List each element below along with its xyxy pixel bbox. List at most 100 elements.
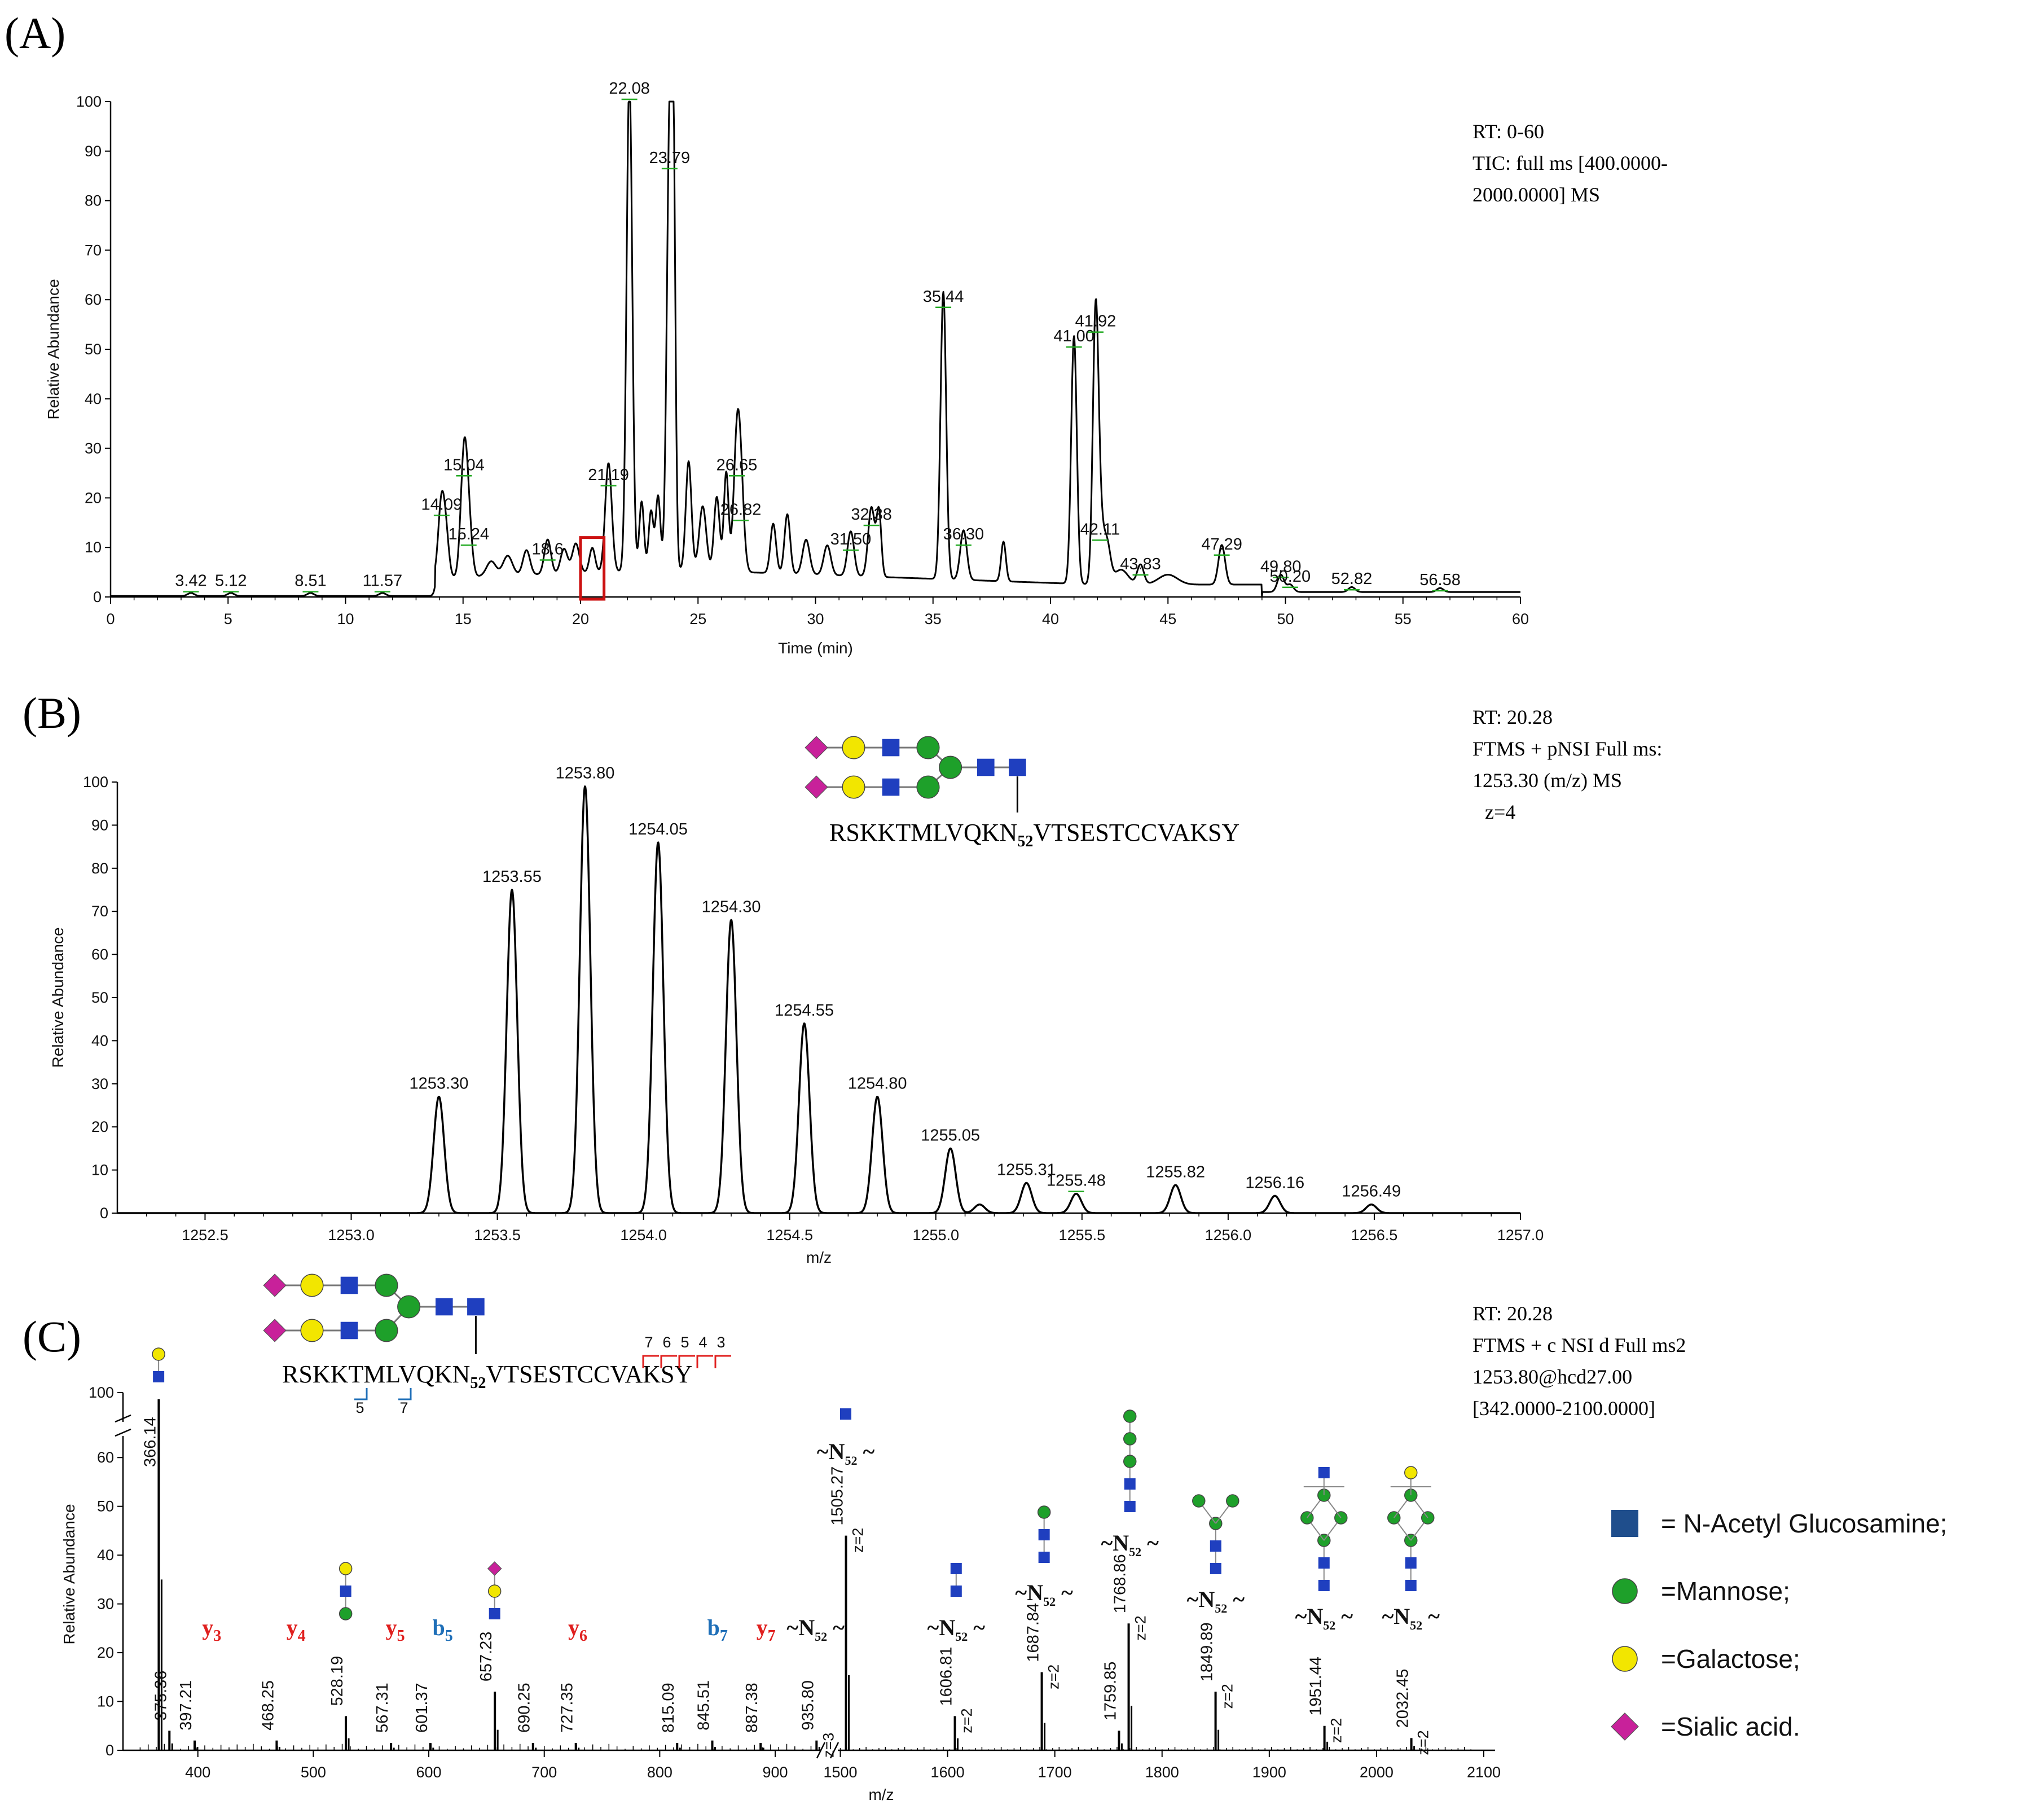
peak-label: 41.92 (1075, 313, 1116, 331)
peak-label: 1849.89 (1198, 1622, 1216, 1681)
x-axis-title: m/z (868, 1786, 894, 1803)
peak-label: 1255.82 (1146, 1163, 1205, 1181)
peak-label: 1254.05 (628, 820, 688, 838)
x-tick-label: 1253.0 (328, 1227, 375, 1244)
glcnac-square (1210, 1563, 1221, 1574)
peak-label: 468.25 (259, 1680, 277, 1731)
peak-label: 727.35 (559, 1683, 577, 1733)
galactose-circle (487, 1584, 502, 1598)
mannose-circle (397, 1295, 421, 1319)
peak-label: 32.38 (851, 506, 892, 524)
spectrum-trace (116, 785, 1522, 1214)
info-line-c: [342.0000-2100.0000] (1472, 1397, 1655, 1420)
peak-label: 47.29 (1201, 535, 1242, 554)
peak-label: 887.38 (743, 1683, 761, 1733)
peak-label: 52.82 (1331, 570, 1373, 588)
x-tick-label: 1800 (1145, 1764, 1179, 1781)
galactose-circle (152, 1347, 165, 1361)
c-terminal-bracket (642, 1355, 659, 1368)
glyco-peptide-label: ~N52 ~ (786, 1615, 845, 1644)
x-tick-label: 1254.5 (766, 1227, 813, 1244)
y-tick-label: 100 (76, 93, 102, 110)
y-tick-label: 0 (100, 1205, 108, 1222)
sequence-suffix: VTSESTCCVAKSY (486, 1360, 692, 1388)
y-tick-label: 10 (85, 539, 102, 556)
peak-label: 3.42 (175, 572, 206, 590)
glcnac-square (340, 1586, 351, 1597)
galactose-circle (842, 775, 865, 799)
chart-a: (A) 0 10 20 30 40 50 60 70 80 90 100 0 5 10 15 20 25 30 35 4… (5, 8, 1668, 657)
peak-label: 657.23 (477, 1632, 495, 1682)
x-tick-label: 1500 (823, 1764, 857, 1781)
x-tick-label: 5 (224, 611, 232, 627)
mannose-circle (1226, 1494, 1239, 1508)
n-terminal-index: 5 (355, 1399, 364, 1416)
ion-label: b7 (707, 1615, 728, 1645)
y-tick-label: 40 (97, 1547, 114, 1564)
glcnac-square (489, 1608, 500, 1619)
x-tick-label: 1252.5 (182, 1227, 228, 1244)
x-tick-label: 1254.0 (620, 1227, 667, 1244)
ion-label: y7 (757, 1615, 776, 1645)
info-line-b: z=4 (1485, 801, 1515, 823)
glyco-label-site: 52 (815, 1630, 827, 1644)
legend-label: =Sialic acid. (1661, 1712, 1800, 1741)
y-tick-label: 30 (97, 1596, 114, 1613)
glyco-peptide-label: ~N52 ~ (1187, 1587, 1245, 1615)
x-axis-title: Time (min) (778, 639, 853, 657)
legend-label: =Galactose; (1661, 1644, 1800, 1674)
glcnac-square (1318, 1557, 1330, 1569)
peak-label: 1254.80 (848, 1075, 907, 1093)
x-tick-label: 30 (807, 611, 824, 627)
glcnac-square (1405, 1557, 1417, 1569)
glyco-peptide-label: ~N52 ~ (1015, 1580, 1073, 1609)
glyco-label-suffix: ~ (827, 1615, 845, 1640)
info-line-a: TIC: full ms [400.0000- (1472, 152, 1668, 174)
ion-index: 6 (579, 1627, 587, 1645)
peak-label: 1687.84 (1025, 1603, 1043, 1662)
x-tick-label: 2000 (1360, 1764, 1394, 1781)
peak-label: 18.6 (531, 541, 563, 559)
charge-label: z=2 (850, 1528, 867, 1553)
peak-label: 1951.44 (1307, 1657, 1325, 1716)
glyco-label-site: 52 (845, 1453, 857, 1468)
charge-label: z=2 (1415, 1730, 1432, 1755)
glycosite-number: 52 (470, 1374, 486, 1392)
y-tick-label: 50 (91, 989, 108, 1006)
x-tick-label: 1255.0 (912, 1227, 959, 1244)
chart-c: (C) 0 10 20 30 40 50 60 100 400 500 600 700 800 900 150… (23, 1273, 1947, 1803)
ion-index: 3 (213, 1627, 221, 1645)
charge-label: z=2 (959, 1708, 975, 1733)
x-tick-label: 40 (1042, 611, 1059, 627)
glcnac-square (340, 1276, 358, 1294)
x-tick-label: 700 (531, 1764, 557, 1781)
peak-label: 1253.55 (482, 868, 542, 886)
x-tick-label: 1255.5 (1059, 1227, 1106, 1244)
peak-label: 528.19 (328, 1656, 346, 1706)
c-terminal-index: 7 (644, 1334, 653, 1351)
glyco-label-site: 52 (1129, 1545, 1141, 1559)
ion-type: y (202, 1615, 213, 1640)
galactose-circle (1404, 1466, 1418, 1479)
sialic-diamond (487, 1561, 502, 1576)
y-tick-label: 20 (97, 1644, 114, 1661)
x-tick-label: 1600 (931, 1764, 965, 1781)
sialic-diamond (263, 1319, 287, 1342)
peptide-sequence: RSKKTMLVQKN52VTSESTCCVAKSY (829, 819, 1239, 850)
charge-label: z=2 (1045, 1665, 1062, 1689)
mannose-circle (1123, 1432, 1137, 1446)
glyco-label-suffix: ~ (968, 1615, 985, 1640)
y-tick-label: 10 (97, 1693, 114, 1710)
charge-label: z=2 (1132, 1615, 1149, 1640)
x-tick-label: 55 (1395, 611, 1412, 627)
peak-label: 1505.27 (829, 1466, 847, 1526)
y-tick-label: 60 (97, 1449, 114, 1466)
glcnac-square (1124, 1478, 1136, 1490)
sialic-diamond (263, 1273, 287, 1297)
legend-label: =Mannose; (1661, 1576, 1790, 1606)
glcnac-square (1124, 1501, 1136, 1512)
ion-label: y4 (287, 1615, 306, 1645)
glycan-structure (805, 736, 1026, 799)
glcnac-square (1038, 1529, 1050, 1540)
info-line-b: FTMS + pNSI Full ms: (1472, 737, 1662, 760)
